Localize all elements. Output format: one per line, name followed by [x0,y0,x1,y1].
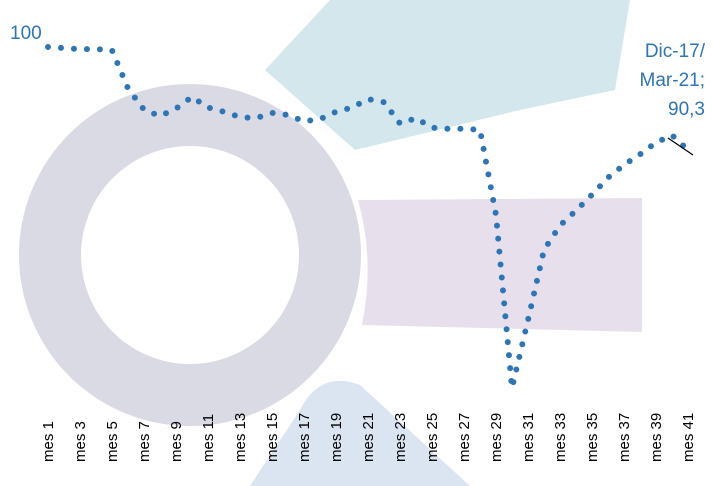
x-tick-label: mes 23 [392,413,409,462]
leader-line [667,137,694,156]
x-tick-label: mes 31 [520,413,537,462]
x-tick-label: mes 11 [200,414,217,462]
x-tick-label: mes 5 [104,421,121,462]
x-tick-label: mes 25 [424,413,441,462]
x-tick-label: mes 41 [680,413,697,462]
decor-ring [19,84,361,426]
x-tick-label: mes 1 [40,421,57,462]
data-line [45,44,691,389]
annotation: Mar-21; [640,70,705,91]
data-label: 90,3 [668,99,705,120]
x-tick-label: mes 15 [264,413,281,462]
decor-shape [250,380,470,486]
x-tick-label: mes 33 [552,413,569,462]
x-tick-label: mes 39 [648,413,665,462]
annotation: Dic-17/ [645,41,706,62]
x-tick-label: mes 19 [328,413,345,462]
data-label: 100 [10,23,42,44]
x-tick-label: mes 21 [360,413,377,462]
x-tick-label: mes 3 [72,421,89,462]
x-tick-label: mes 17 [296,413,313,462]
x-tick-label: mes 27 [456,413,473,462]
x-tick-label: mes 9 [168,421,185,462]
x-tick-label: mes 13 [232,413,249,462]
decor-shape [265,0,630,150]
background-decoration [19,0,642,486]
x-tick-label: mes 37 [616,413,633,462]
x-tick-label: mes 7 [136,421,153,462]
x-tick-label: mes 29 [488,413,505,462]
x-tick-label: mes 35 [584,413,601,462]
